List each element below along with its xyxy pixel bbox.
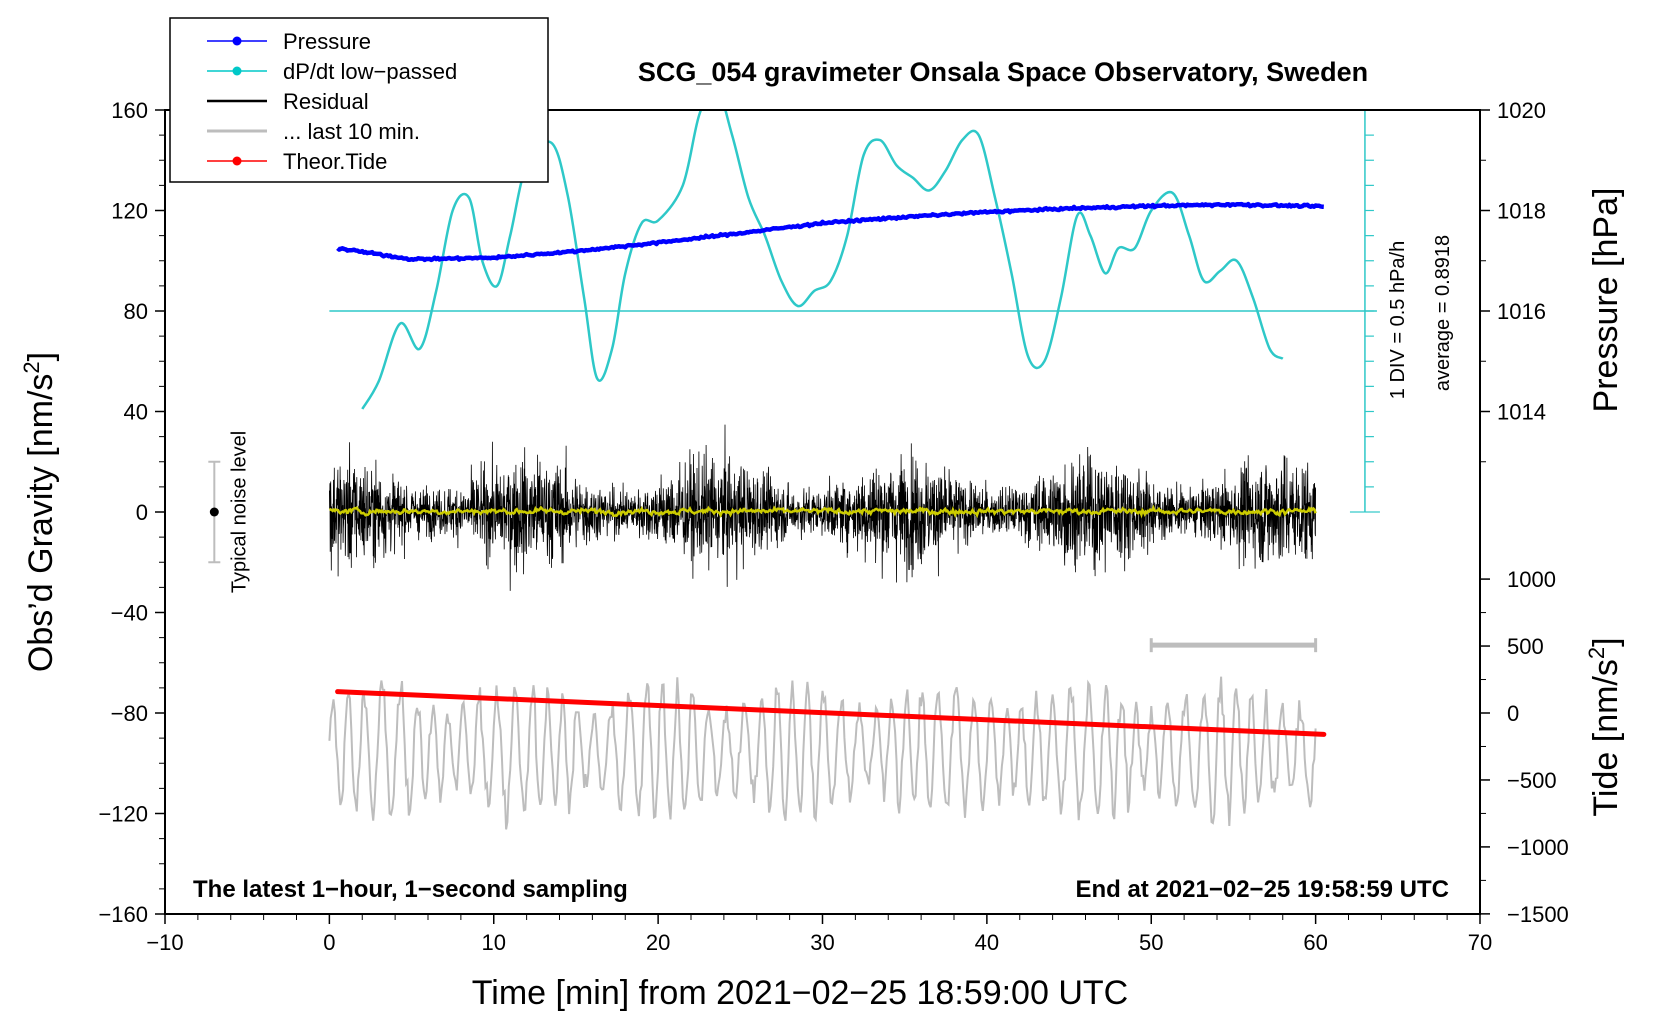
noise-level-label: Typical noise level: [228, 431, 250, 593]
residual-trace: [329, 424, 1316, 591]
legend-marker: [232, 36, 242, 46]
tide-tick-label: 1000: [1507, 567, 1556, 592]
x-tick-label: 30: [810, 930, 834, 955]
y-axis-title-sup: 2: [19, 361, 44, 373]
y-axis-title-main: Obs’d Gravity [nm/s: [22, 374, 60, 673]
dpdt-average-label: average = 0.8918: [1432, 235, 1454, 391]
y-tick-label: −160: [98, 902, 148, 927]
text-layer: SCG_054 gravimeter Onsala Space Observat…: [193, 57, 1625, 1012]
y-axis-title: Obs’d Gravity [nm/s2]: [19, 352, 60, 672]
plot-layer: [328, 110, 1377, 830]
y-tick-label: 160: [111, 98, 148, 123]
x-tick-label: 60: [1303, 930, 1327, 955]
tide-tick-label: −1000: [1507, 835, 1569, 860]
tide-tick-label: 0: [1507, 701, 1519, 726]
y-tick-label: 80: [124, 299, 148, 324]
legend-marker: [232, 156, 242, 166]
legend-entry-label: Residual: [283, 89, 369, 114]
x-tick-label: 50: [1139, 930, 1163, 955]
legend-entry-label: dP/dt low−passed: [283, 59, 457, 84]
x-tick-label: 10: [482, 930, 506, 955]
x-axis-title: Time [min] from 2021−02−25 18:59:00 UTC: [472, 974, 1128, 1012]
y-tick-label: −80: [111, 701, 148, 726]
end-time-note: End at 2021−02−25 19:58:59 UTC: [1075, 876, 1449, 903]
last-10-min-trace: [328, 676, 1317, 830]
theoretical-tide-trace: [335, 689, 1327, 737]
y-tick-label: 0: [136, 500, 148, 525]
y-axis-title-close: ]: [22, 352, 60, 361]
x-tick-label: 0: [323, 930, 335, 955]
dpdt-div-label: 1 DIV = 0.5 hPa/h: [1387, 241, 1409, 399]
tide-tick-label: −500: [1507, 768, 1557, 793]
noise-level-dot: [209, 507, 219, 517]
dpdt-trace: [361, 110, 1284, 410]
tide-tick-label: 500: [1507, 634, 1544, 659]
legend-entry-label: Pressure: [283, 29, 371, 54]
tide-tick-label: −1500: [1507, 902, 1569, 927]
chart-title: SCG_054 gravimeter Onsala Space Observat…: [638, 57, 1368, 87]
x-tick-label: 70: [1468, 930, 1492, 955]
axes-layer: −10 0 10 20 30 40 50 60 70−160−120−80−4004080120…: [19, 98, 1625, 955]
pressure-tick-label: 1018: [1497, 199, 1546, 224]
y-tick-label: 40: [124, 400, 148, 425]
x-tick-label: −10: [146, 930, 183, 955]
legend-entry-label: ... last 10 min.: [283, 119, 420, 144]
y-tick-label: 120: [111, 199, 148, 224]
legend-entry-label: Theor.Tide: [283, 149, 387, 174]
sampling-note: The latest 1−hour, 1−second sampling: [193, 876, 628, 903]
legend-marker: [232, 66, 242, 76]
y-tick-label: −40: [111, 601, 148, 626]
pressure-trace: [336, 201, 1325, 263]
tide-axis-title-sup: 2: [1584, 647, 1609, 659]
residual-smoothed-trace: [329, 504, 1317, 519]
legend: Pressure dP/dt low−passed Residual ... last…: [169, 17, 549, 183]
pressure-tick-label: 1014: [1497, 400, 1546, 425]
pressure-tick-label: 1016: [1497, 299, 1546, 324]
tide-axis-title: Tide [nm/s2]: [1584, 637, 1625, 816]
x-tick-label: 40: [975, 930, 999, 955]
y-tick-label: −120: [98, 802, 148, 827]
pressure-axis-title: Pressure [hPa]: [1587, 188, 1625, 413]
tide-axis-title-close: ]: [1587, 637, 1625, 646]
tide-axis-title-main: Tide [nm/s: [1587, 659, 1625, 816]
pressure-tick-label: 1020: [1497, 98, 1546, 123]
x-tick-label: 20: [646, 930, 670, 955]
